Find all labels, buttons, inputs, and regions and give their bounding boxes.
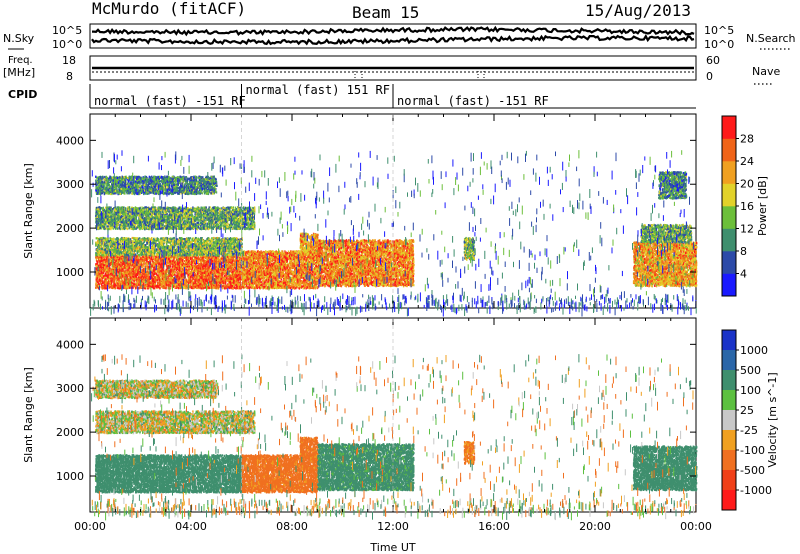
station-title: McMurdo (fitACF) <box>92 0 246 18</box>
scatter-cell-0 <box>240 280 241 282</box>
freq-traces <box>92 68 694 79</box>
freq-tick-bottom: 8 <box>66 70 73 83</box>
nsky-tick-top: 10^5 <box>52 24 82 37</box>
cpid-segment-label-0: normal (fast) -151 RF <box>94 94 246 108</box>
scatter-cell-0 <box>157 262 158 264</box>
scatter-cell-0 <box>138 284 139 286</box>
nsky-trace <box>92 28 694 35</box>
scatter-cell-0 <box>145 265 146 267</box>
scatter-cell-0 <box>175 271 176 273</box>
scatter-cell-0 <box>147 269 148 271</box>
nave-tick-bottom: 0 <box>706 70 713 83</box>
scatter-cell-0 <box>213 257 214 259</box>
date-title: 15/Aug/2013 <box>585 1 691 20</box>
nsky-traces <box>92 28 694 44</box>
cpid-label: CPID <box>8 88 37 101</box>
nsearch-label: N.Search <box>746 32 796 45</box>
nsky-tick-bottom: 10^0 <box>52 38 82 51</box>
nave-label: Nave <box>752 65 780 78</box>
beam-title: Beam 15 <box>352 3 419 22</box>
nsky-strip-frame <box>90 24 696 48</box>
nsearch-tick-top: 10^5 <box>704 24 734 37</box>
scatter-cell-0 <box>170 266 171 268</box>
radar-figure: McMurdo (fitACF) Beam 15 15/Aug/2013 N.S… <box>0 0 800 554</box>
nave-tick-top: 60 <box>706 54 720 67</box>
freq-tick-top: 18 <box>62 54 76 67</box>
cpid-segment-label-1: normal (fast) 151 RF <box>246 83 391 97</box>
cpid-segment-label-2: normal (fast) -151 RF <box>397 94 549 108</box>
nsearch-trace <box>92 36 694 44</box>
freq-label: Freq. <box>8 55 33 66</box>
nsearch-tick-bottom: 10^0 <box>704 38 734 51</box>
freq-unit-label: [MHz] <box>3 66 35 79</box>
nsky-label: N.Sky <box>3 32 35 45</box>
